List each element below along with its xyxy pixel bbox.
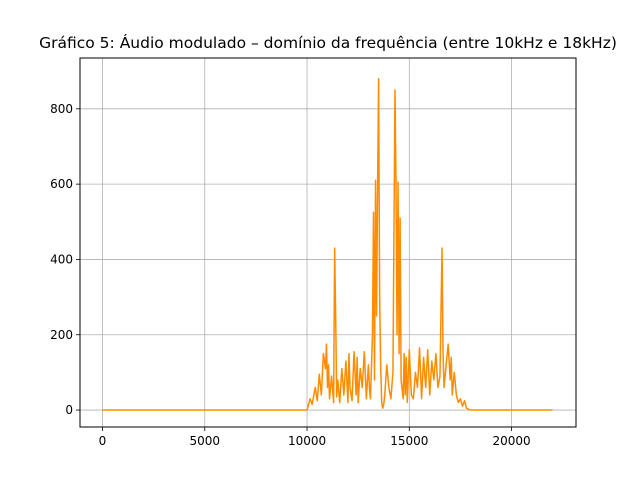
ticks: 0 5000 10000 15000 20000 0 200 400 600 800 [50,102,531,448]
x-tick-label: 20000 [492,434,530,448]
plot-frame [79,57,577,428]
series-layer [102,77,553,411]
x-tick-label: 15000 [390,434,428,448]
chart-title: Gráfico 5: Áudio modulado – domínio da f… [39,33,617,52]
y-tick-label: 600 [50,177,73,191]
series-line-0 [102,77,553,411]
y-tick-label: 800 [50,102,73,116]
x-tick-label: 0 [99,434,107,448]
y-tick-label: 0 [65,403,73,417]
x-tick-label: 5000 [189,434,220,448]
x-tick-label: 10000 [288,434,326,448]
y-tick-label: 200 [50,328,73,342]
y-tick-label: 400 [50,252,73,266]
